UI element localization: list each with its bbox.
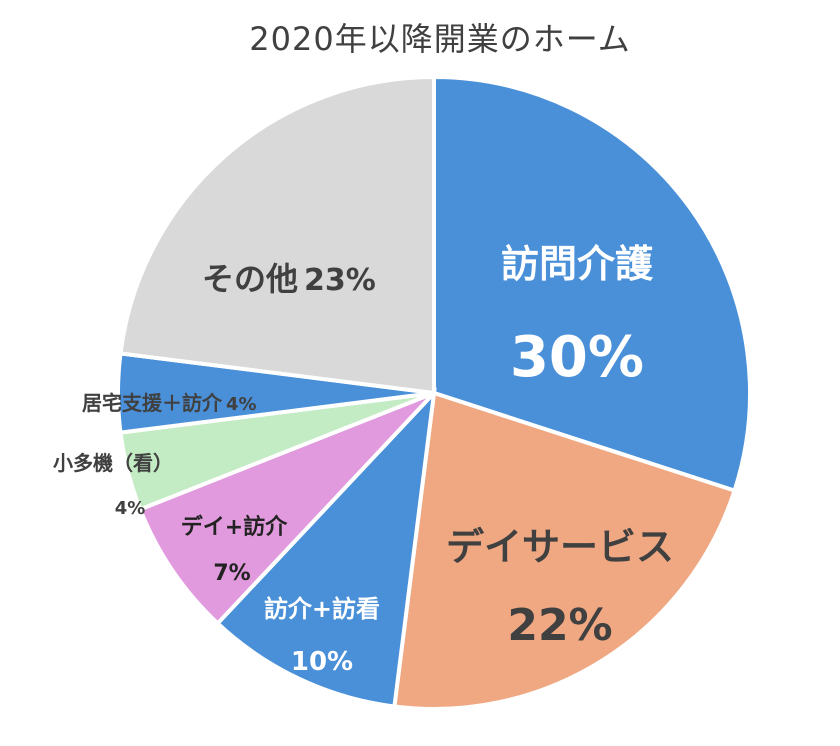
slice-pct-day-service: 22%: [507, 600, 612, 651]
slice-label-houmon-kaigo: 訪問介護: [501, 242, 654, 286]
slice-label-shotaki: 小多機（看）: [53, 451, 173, 475]
slice-pct-sonota: 23%: [304, 263, 376, 298]
slice-label-kyotaku: 居宅支援＋訪介: [82, 391, 223, 415]
slice-label-houkai-houkan: 訪介+訪看: [264, 595, 380, 623]
slice-pct-shotaki: 4%: [115, 498, 146, 519]
pie-labels: 訪問介護 30% デイサービス 22% 訪介+訪看 10% デイ+訪介 7% 小…: [53, 242, 674, 677]
slice-pct-houmon-kaigo: 30%: [510, 325, 644, 390]
pie-slice-1: [392, 390, 738, 711]
slice-pct-kyotaku: 4%: [226, 394, 257, 415]
pie-slice-2: [214, 387, 437, 709]
pie-slice-6: [118, 74, 436, 396]
slice-pct-houkai-houkan: 10%: [291, 647, 353, 677]
slice-label-sonota: その他: [202, 260, 298, 298]
slice-label-day-houkai: デイ+訪介: [181, 514, 288, 540]
slice-pct-day-houkai: 7%: [213, 561, 250, 586]
slice-label-day-service: デイサービス: [446, 525, 674, 569]
pie-slices: [115, 74, 752, 711]
pie-slice-0: [432, 74, 752, 494]
chart-title: 2020年以降開業のホーム: [249, 20, 631, 58]
pie-slice-3: [137, 391, 436, 627]
